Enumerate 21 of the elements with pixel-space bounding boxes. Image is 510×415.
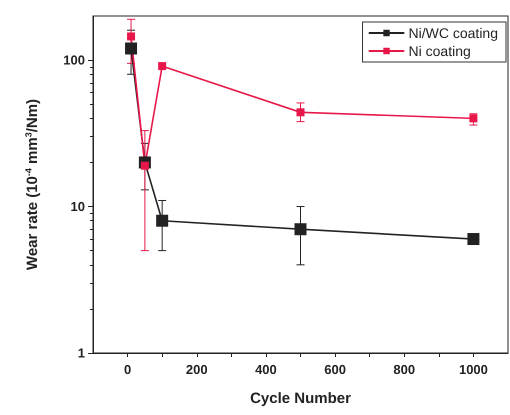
x-tick-label: 400 [255,362,277,377]
y-axis-title: Wear rate (10-4 mm3/Nm) [24,98,41,270]
point [469,114,478,122]
x-tick-label: 0 [124,362,132,377]
x-tick-label: 800 [393,362,416,377]
x-axis-title: Cycle Number [250,390,352,407]
point [127,32,136,40]
point [296,108,304,116]
y-tick-label: 10 [70,199,85,214]
legend-label: Ni/WC coating [408,25,498,41]
y-tick-label: 100 [63,52,85,68]
point [294,223,306,236]
legend-label: Ni coating [408,43,471,59]
x-tick-label: 200 [186,362,208,377]
x-tick-label: 1000 [458,362,488,377]
y-tick-label: 1 [78,346,85,360]
point [158,62,166,70]
x-tick-label: 600 [324,362,346,377]
point [125,42,138,54]
point [156,214,168,227]
point [467,233,480,246]
